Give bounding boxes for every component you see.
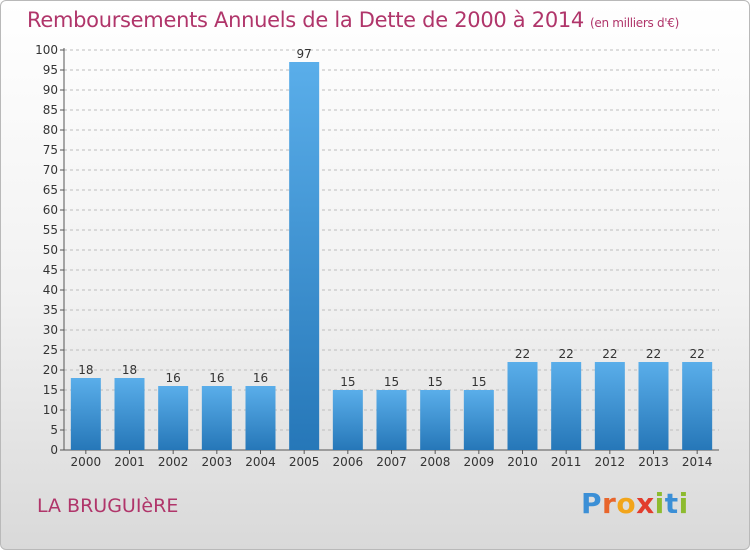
axes: 0 5 10 15 20 25 30 35 40 45 50 55 60 65 70 75 80 85 90 95 10… [35, 43, 719, 469]
value-label-2011: 22 [559, 347, 574, 361]
bar-2008 [420, 390, 451, 450]
x-tick-label-2011: 2011 [551, 455, 582, 469]
y-tick-label: 10 [43, 403, 58, 417]
bar-2001 [114, 378, 145, 450]
x-tick-label-2010: 2010 [507, 455, 538, 469]
chart-title-text: Remboursements Annuels de la Dette de 20… [27, 8, 584, 32]
value-label-2001: 18 [122, 363, 137, 377]
bar-2003 [201, 386, 232, 450]
y-tick-label: 20 [43, 363, 58, 377]
y-tick-label: 55 [43, 223, 58, 237]
value-label-2010: 22 [515, 347, 530, 361]
value-label-2005: 97 [297, 47, 312, 61]
x-tick-label-2009: 2009 [464, 455, 495, 469]
x-tick-label-2005: 2005 [289, 455, 320, 469]
bars: 18 18 16 16 16 97 15 15 15 15 22 22 22 22 22 [70, 47, 713, 450]
value-label-2006: 15 [340, 375, 355, 389]
x-tick-label-2000: 2000 [71, 455, 102, 469]
y-tick-label: 70 [43, 163, 58, 177]
y-tick-label: 25 [43, 343, 58, 357]
bar-2004 [245, 386, 276, 450]
value-label-2002: 16 [166, 371, 181, 385]
x-tick-label-2001: 2001 [114, 455, 145, 469]
y-tick-label: 15 [43, 383, 58, 397]
bar-2005 [289, 62, 320, 450]
y-tick-label: 40 [43, 283, 58, 297]
bar-2010 [507, 362, 538, 450]
proxiti-logo: Proxiti [581, 487, 689, 520]
bar-2006 [332, 390, 363, 450]
commune-name: LA BRUGUIèRE [37, 495, 179, 517]
bar-2014 [682, 362, 713, 450]
value-label-2012: 22 [602, 347, 617, 361]
x-tick-label-2003: 2003 [202, 455, 233, 469]
value-label-2013: 22 [646, 347, 661, 361]
y-tick-label: 35 [43, 303, 58, 317]
bar-2002 [158, 386, 189, 450]
bar-2007 [376, 390, 407, 450]
y-tick-label: 100 [35, 43, 58, 57]
y-tick-label: 30 [43, 323, 58, 337]
y-tick-label: 75 [43, 143, 58, 157]
y-tick-label: 80 [43, 123, 58, 137]
bar-2009 [463, 390, 494, 450]
chart-unit: (en milliers d'€) [590, 16, 680, 30]
value-label-2004: 16 [253, 371, 268, 385]
x-tick-label-2013: 2013 [638, 455, 669, 469]
y-tick-label: 0 [50, 443, 58, 457]
y-tick-label: 85 [43, 103, 58, 117]
value-label-2008: 15 [428, 375, 443, 389]
y-tick-label: 65 [43, 183, 58, 197]
x-tick-label-2007: 2007 [376, 455, 407, 469]
bar-2011 [551, 362, 582, 450]
bar-2013 [638, 362, 669, 450]
value-label-2007: 15 [384, 375, 399, 389]
value-label-2014: 22 [690, 347, 705, 361]
value-label-2003: 16 [209, 371, 224, 385]
y-tick-label: 60 [43, 203, 58, 217]
y-tick-label: 45 [43, 263, 58, 277]
x-tick-label-2002: 2002 [158, 455, 189, 469]
value-label-2000: 18 [78, 363, 93, 377]
x-tick-label-2004: 2004 [245, 455, 276, 469]
y-tick-label: 5 [50, 423, 58, 437]
bar-2012 [594, 362, 625, 450]
x-tick-label-2014: 2014 [682, 455, 713, 469]
x-tick-label-2006: 2006 [333, 455, 364, 469]
y-tick-label: 90 [43, 83, 58, 97]
x-tick-label-2012: 2012 [595, 455, 626, 469]
y-tick-label: 95 [43, 63, 58, 77]
y-tick-label: 50 [43, 243, 58, 257]
x-tick-label-2008: 2008 [420, 455, 451, 469]
value-label-2009: 15 [471, 375, 486, 389]
bar-2000 [70, 378, 101, 450]
chart-title: Remboursements Annuels de la Dette de 20… [27, 8, 679, 32]
